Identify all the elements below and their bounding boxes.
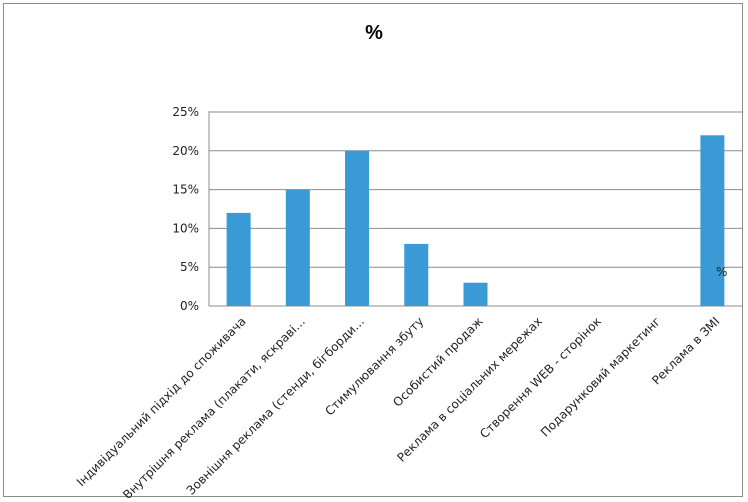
bar: [226, 212, 251, 306]
x-category-label: Подарунковий маркетинг: [538, 314, 663, 439]
y-tick-label: 15%: [172, 183, 199, 197]
legend-label: %: [716, 265, 727, 279]
y-tick-label: 5%: [180, 260, 199, 274]
chart-title: %: [365, 22, 383, 44]
y-tick-label: 20%: [172, 144, 199, 158]
chart-frame: % 0% 5% 10% 15% 20% 25% Індивідуальний підхід …: [3, 3, 743, 498]
y-tick-label: 10%: [172, 221, 199, 235]
bar: [404, 243, 429, 306]
bar: [700, 135, 725, 306]
x-category-label: Стимулювання збуту: [322, 314, 426, 418]
y-tick-label: 25%: [172, 105, 199, 119]
y-tick-label: 0%: [180, 299, 199, 313]
bar: [285, 189, 310, 306]
bar-chart: 0%5%10%15%20%25%Індивідуальний підхід до…: [74, 105, 742, 498]
bar: [345, 150, 370, 306]
x-category-label: Створення WEB - сторінок: [477, 314, 604, 441]
bar: [463, 282, 488, 306]
